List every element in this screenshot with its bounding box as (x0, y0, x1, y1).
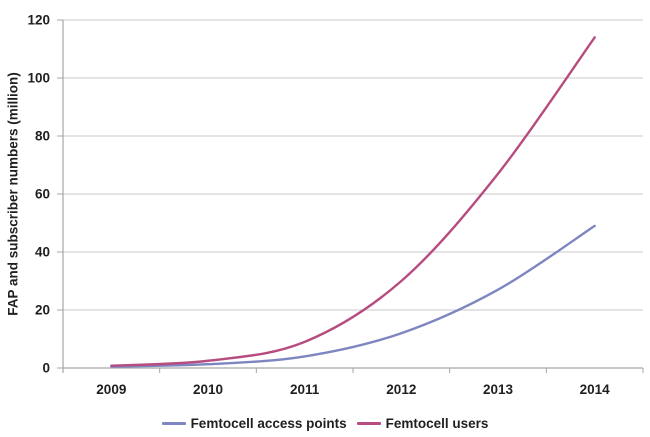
legend-label-users: Femtocell users (385, 415, 489, 431)
x-tick-label: 2013 (483, 382, 514, 397)
y-tick-label: 40 (35, 245, 50, 260)
y-tick-label: 100 (27, 71, 50, 86)
legend-item-access-points: Femtocell access points (161, 415, 347, 431)
x-tick-label: 2010 (193, 382, 223, 397)
series-line-femtocell-users (110, 36, 596, 367)
legend-label-access-points: Femtocell access points (190, 415, 347, 431)
y-tick-label: 20 (35, 303, 50, 318)
y-tick-label: 120 (27, 13, 50, 28)
legend: Femtocell access points Femtocell users (0, 413, 650, 433)
y-tick-label: 80 (35, 129, 50, 144)
y-tick-label: 60 (35, 187, 50, 202)
access-points-line-swatch (161, 421, 186, 425)
x-tick-label: 2012 (386, 382, 416, 397)
series-line-femtocell-access-points (110, 224, 596, 368)
legend-item-users: Femtocell users (356, 415, 489, 431)
x-tick-label: 2011 (290, 382, 320, 397)
x-tick-label: 2014 (580, 382, 611, 397)
x-tick-label: 2009 (96, 382, 126, 397)
y-tick-label: 0 (42, 361, 50, 376)
users-line-swatch (356, 421, 381, 425)
